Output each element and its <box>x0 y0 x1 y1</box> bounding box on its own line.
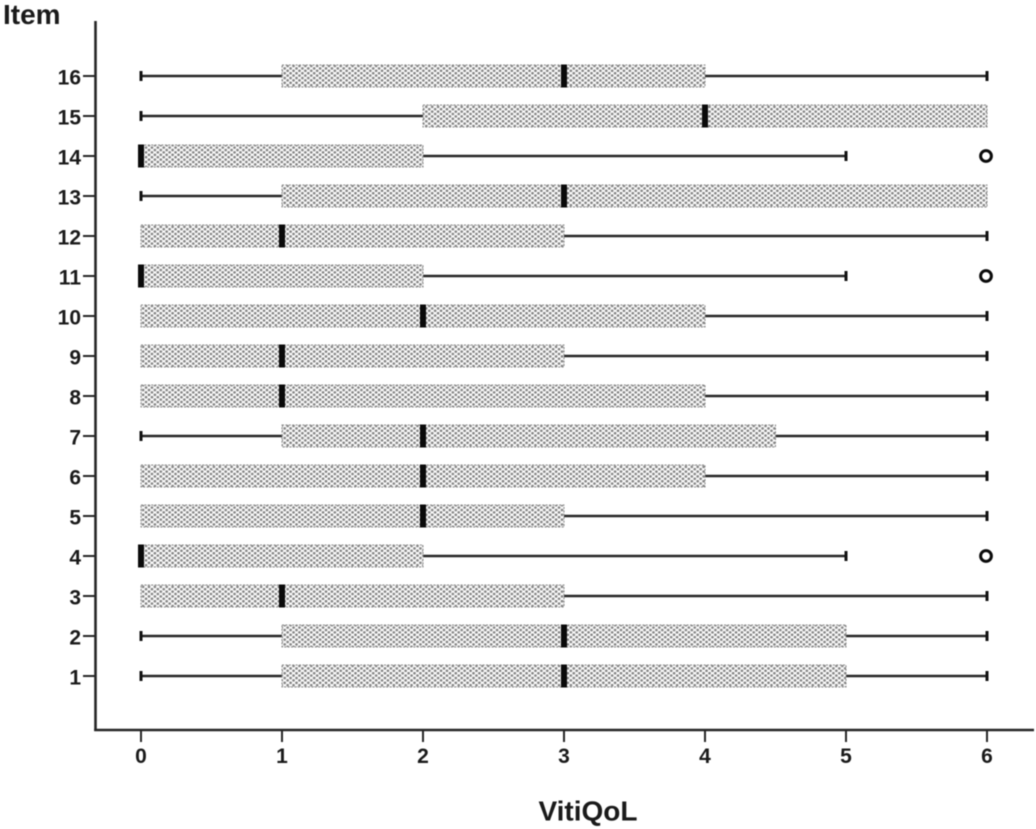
svg-text:4: 4 <box>69 547 81 570</box>
svg-text:VitiQoL: VitiQoL <box>538 796 637 827</box>
svg-text:9: 9 <box>69 347 81 370</box>
svg-text:1: 1 <box>69 667 81 690</box>
svg-text:10: 10 <box>58 307 81 330</box>
svg-text:13: 13 <box>58 187 81 210</box>
svg-text:5: 5 <box>69 507 81 530</box>
svg-text:0: 0 <box>135 745 147 768</box>
svg-text:3: 3 <box>558 745 570 768</box>
svg-text:2: 2 <box>417 745 429 768</box>
svg-text:6: 6 <box>69 467 81 490</box>
svg-text:5: 5 <box>840 745 852 768</box>
svg-text:1: 1 <box>276 745 288 768</box>
svg-text:3: 3 <box>69 587 81 610</box>
svg-text:Item: Item <box>3 0 61 30</box>
svg-text:15: 15 <box>58 107 82 130</box>
svg-text:2: 2 <box>69 627 81 650</box>
svg-text:12: 12 <box>58 227 81 250</box>
svg-text:14: 14 <box>58 147 82 170</box>
svg-text:11: 11 <box>59 267 82 290</box>
svg-text:6: 6 <box>981 745 993 768</box>
svg-text:16: 16 <box>58 67 81 90</box>
svg-text:7: 7 <box>69 427 81 450</box>
svg-text:8: 8 <box>69 387 81 410</box>
svg-text:4: 4 <box>699 745 711 768</box>
